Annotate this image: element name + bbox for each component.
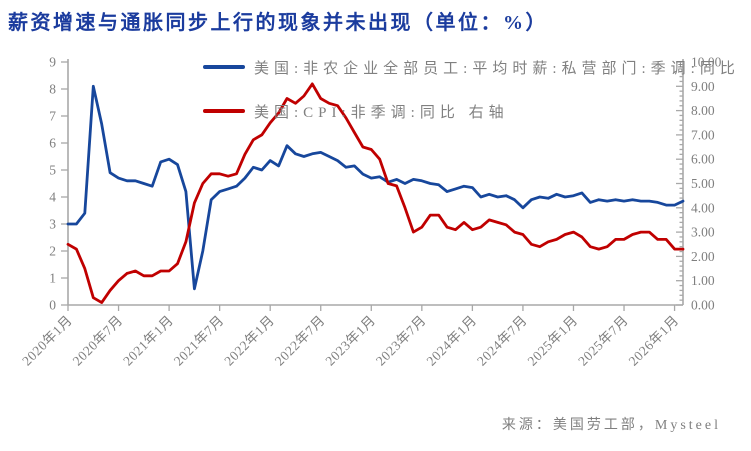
x-axis-tick-label: 2024年7月 [474,313,530,369]
cpi-series-line [66,82,685,305]
right-axis-tick-label: 4.00 [691,200,715,215]
cpi-line-swatch-icon [203,109,245,113]
x-axis-tick-label: 2023年7月 [373,313,429,369]
left-axis-tick-label: 4 [49,190,56,205]
legend-label-wage: 美国:非农企业全部员工:平均时薪:私营部门:季调:同比 [254,60,740,77]
left-axis-tick-label: 5 [49,163,56,178]
right-axis-tick-label: 5.00 [691,176,715,191]
x-axis-tick-label: 2020年1月 [19,313,75,369]
right-axis-tick-label: 2.00 [691,249,715,264]
right-axis-tick-label: 7.00 [691,127,715,142]
right-axis-tick-label: 6.00 [691,152,715,167]
x-axis-tick-label: 2024年1月 [423,313,479,369]
data-source-note: 来源：美国劳工部，Mysteel [501,418,721,433]
left-axis-tick-label: 8 [49,82,56,97]
right-axis-tick-label: 0.00 [691,298,715,313]
right-axis-tick-label: 8.00 [691,103,715,118]
x-axis-tick-label: 2021年1月 [120,313,176,369]
right-axis-tick-label: 1.00 [691,273,715,288]
left-axis-tick-label: 7 [49,109,56,124]
wage-series-line [66,84,685,291]
x-axis-tick-label: 2025年7月 [575,313,631,369]
legend-item-cpi: 美国:CPI:非季调:同比 右轴 [203,98,740,124]
legend-item-wage: 美国:非农企业全部员工:平均时薪:私营部门:季调:同比 [203,54,740,80]
left-axis-tick-label: 3 [49,217,56,232]
x-axis-tick-label: 2026年1月 [626,313,682,369]
right-axis-tick-label: 10.00 [691,55,722,70]
legend-label-cpi: 美国:CPI:非季调:同比 右轴 [254,104,509,121]
x-axis-tick-label: 2025年1月 [525,313,581,369]
x-axis-tick-label: 2022年7月 [272,313,328,369]
x-axis-tick-label: 2020年7月 [70,313,126,369]
left-axis-tick-label: 2 [49,244,56,259]
right-axis-tick-label: 9.00 [691,79,715,94]
x-axis-tick-label: 2023年1月 [322,313,378,369]
left-axis-tick-label: 1 [49,271,56,286]
left-axis-tick-label: 0 [49,298,56,313]
wage-line-swatch-icon [203,65,245,69]
left-axis-tick-label: 9 [49,55,56,70]
page-title: 薪资增速与通胀同步上行的现象并未出现（单位：%） [8,12,548,34]
x-axis-tick-label: 2022年1月 [221,313,277,369]
left-axis-tick-label: 6 [49,136,56,151]
right-axis-tick-label: 3.00 [691,225,715,240]
x-axis-tick-label: 2021年7月 [171,313,227,369]
chart-legend: 美国:非农企业全部员工:平均时薪:私营部门:季调:同比 美国:CPI:非季调:同… [203,54,740,142]
